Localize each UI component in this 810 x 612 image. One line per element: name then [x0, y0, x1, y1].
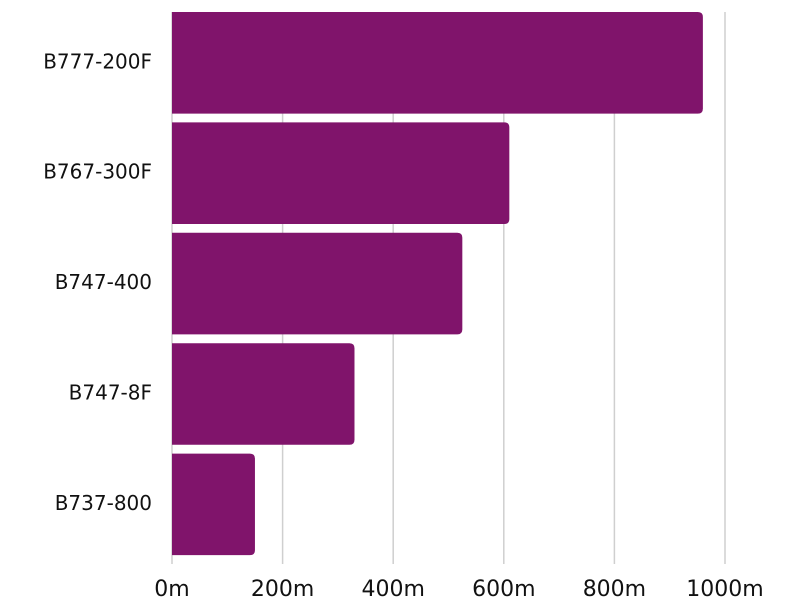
y-tick-label: B777-200F	[43, 49, 152, 73]
y-tick-label: B747-400	[55, 270, 152, 294]
bar	[172, 343, 355, 445]
x-tick-label: 1000m	[686, 577, 763, 602]
bar	[172, 122, 510, 224]
x-tick-label: 400m	[361, 577, 424, 602]
x-tick-label: 600m	[472, 577, 535, 602]
x-tick-label: 200m	[251, 577, 314, 602]
y-tick-label: B747-8F	[69, 380, 152, 404]
bar	[172, 453, 255, 556]
x-tick-label: 0m	[154, 577, 189, 602]
bar	[172, 12, 703, 114]
y-tick-label: B737-800	[55, 491, 152, 515]
bar	[172, 232, 463, 335]
y-tick-label: B767-300F	[43, 160, 152, 184]
x-tick-label: 800m	[583, 577, 646, 602]
